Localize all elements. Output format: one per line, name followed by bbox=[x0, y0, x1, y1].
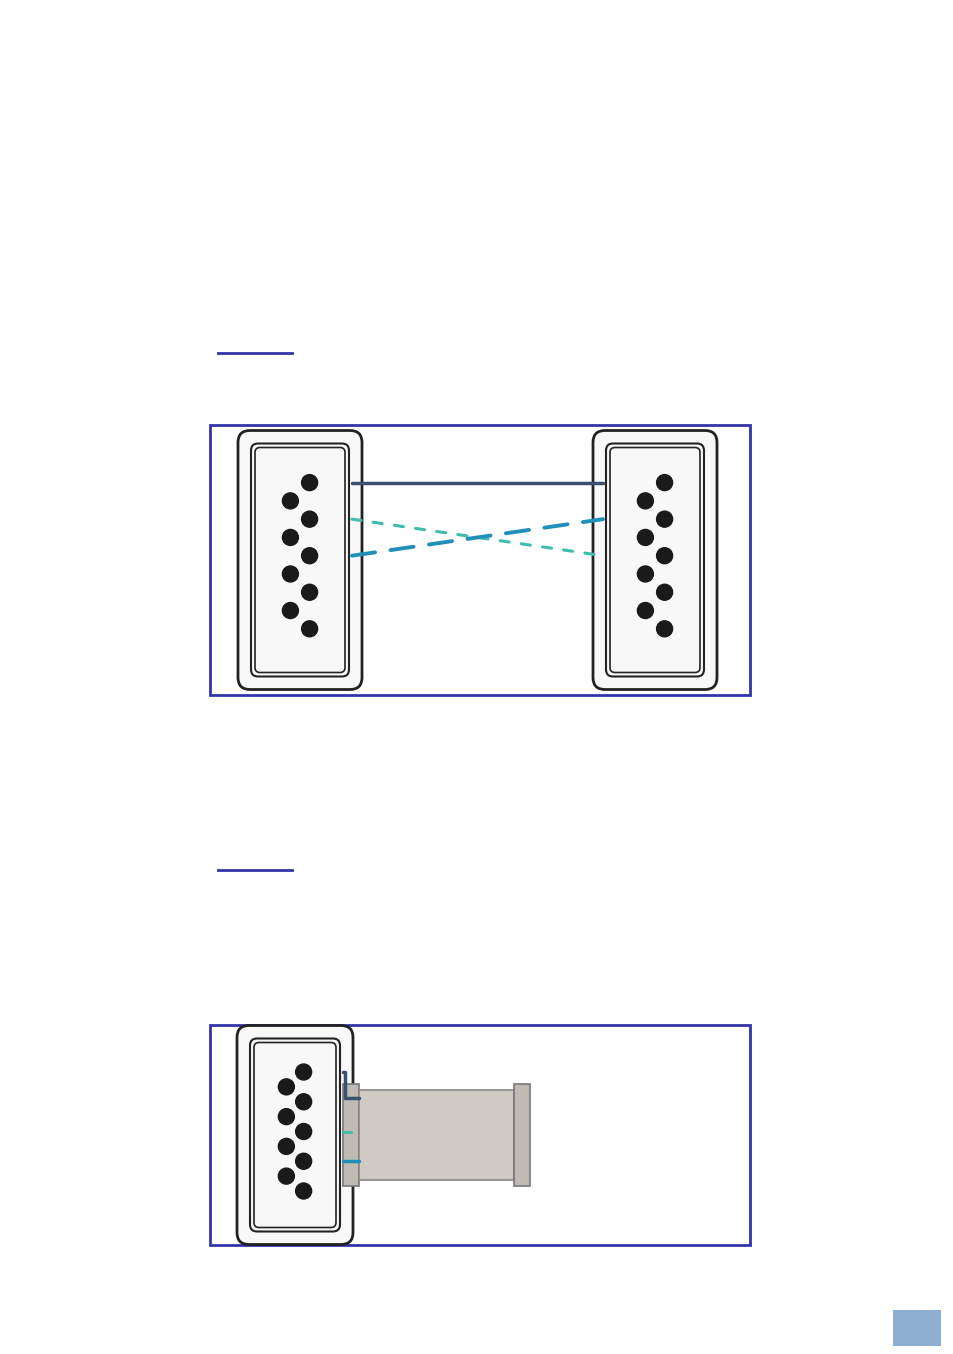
Circle shape bbox=[278, 1139, 294, 1155]
Circle shape bbox=[295, 1154, 312, 1170]
FancyBboxPatch shape bbox=[609, 448, 700, 673]
Circle shape bbox=[301, 620, 317, 636]
FancyBboxPatch shape bbox=[210, 1025, 749, 1244]
Circle shape bbox=[278, 1109, 294, 1125]
Circle shape bbox=[282, 529, 298, 546]
Circle shape bbox=[656, 548, 672, 563]
Circle shape bbox=[282, 603, 298, 619]
Circle shape bbox=[637, 566, 653, 582]
Circle shape bbox=[295, 1094, 312, 1110]
Circle shape bbox=[278, 1079, 294, 1095]
FancyBboxPatch shape bbox=[605, 444, 703, 677]
Circle shape bbox=[656, 475, 672, 490]
FancyBboxPatch shape bbox=[593, 431, 717, 689]
FancyBboxPatch shape bbox=[210, 425, 749, 695]
FancyBboxPatch shape bbox=[253, 1043, 335, 1228]
Circle shape bbox=[295, 1183, 312, 1200]
Bar bbox=[358, 1090, 514, 1179]
Circle shape bbox=[295, 1064, 312, 1080]
FancyBboxPatch shape bbox=[251, 444, 349, 677]
Circle shape bbox=[637, 529, 653, 546]
Circle shape bbox=[637, 493, 653, 509]
Circle shape bbox=[301, 548, 317, 563]
Bar bbox=[892, 1311, 940, 1346]
FancyBboxPatch shape bbox=[250, 1039, 339, 1232]
Circle shape bbox=[301, 512, 317, 527]
Circle shape bbox=[637, 603, 653, 619]
Circle shape bbox=[278, 1169, 294, 1185]
FancyBboxPatch shape bbox=[254, 448, 345, 673]
Circle shape bbox=[656, 620, 672, 636]
Circle shape bbox=[656, 512, 672, 527]
Circle shape bbox=[282, 566, 298, 582]
Circle shape bbox=[282, 493, 298, 509]
Bar bbox=[343, 1085, 358, 1186]
FancyBboxPatch shape bbox=[236, 1025, 353, 1244]
Circle shape bbox=[301, 584, 317, 600]
Circle shape bbox=[301, 475, 317, 490]
Circle shape bbox=[295, 1124, 312, 1140]
Circle shape bbox=[656, 584, 672, 600]
FancyBboxPatch shape bbox=[237, 431, 361, 689]
Bar bbox=[514, 1085, 530, 1186]
